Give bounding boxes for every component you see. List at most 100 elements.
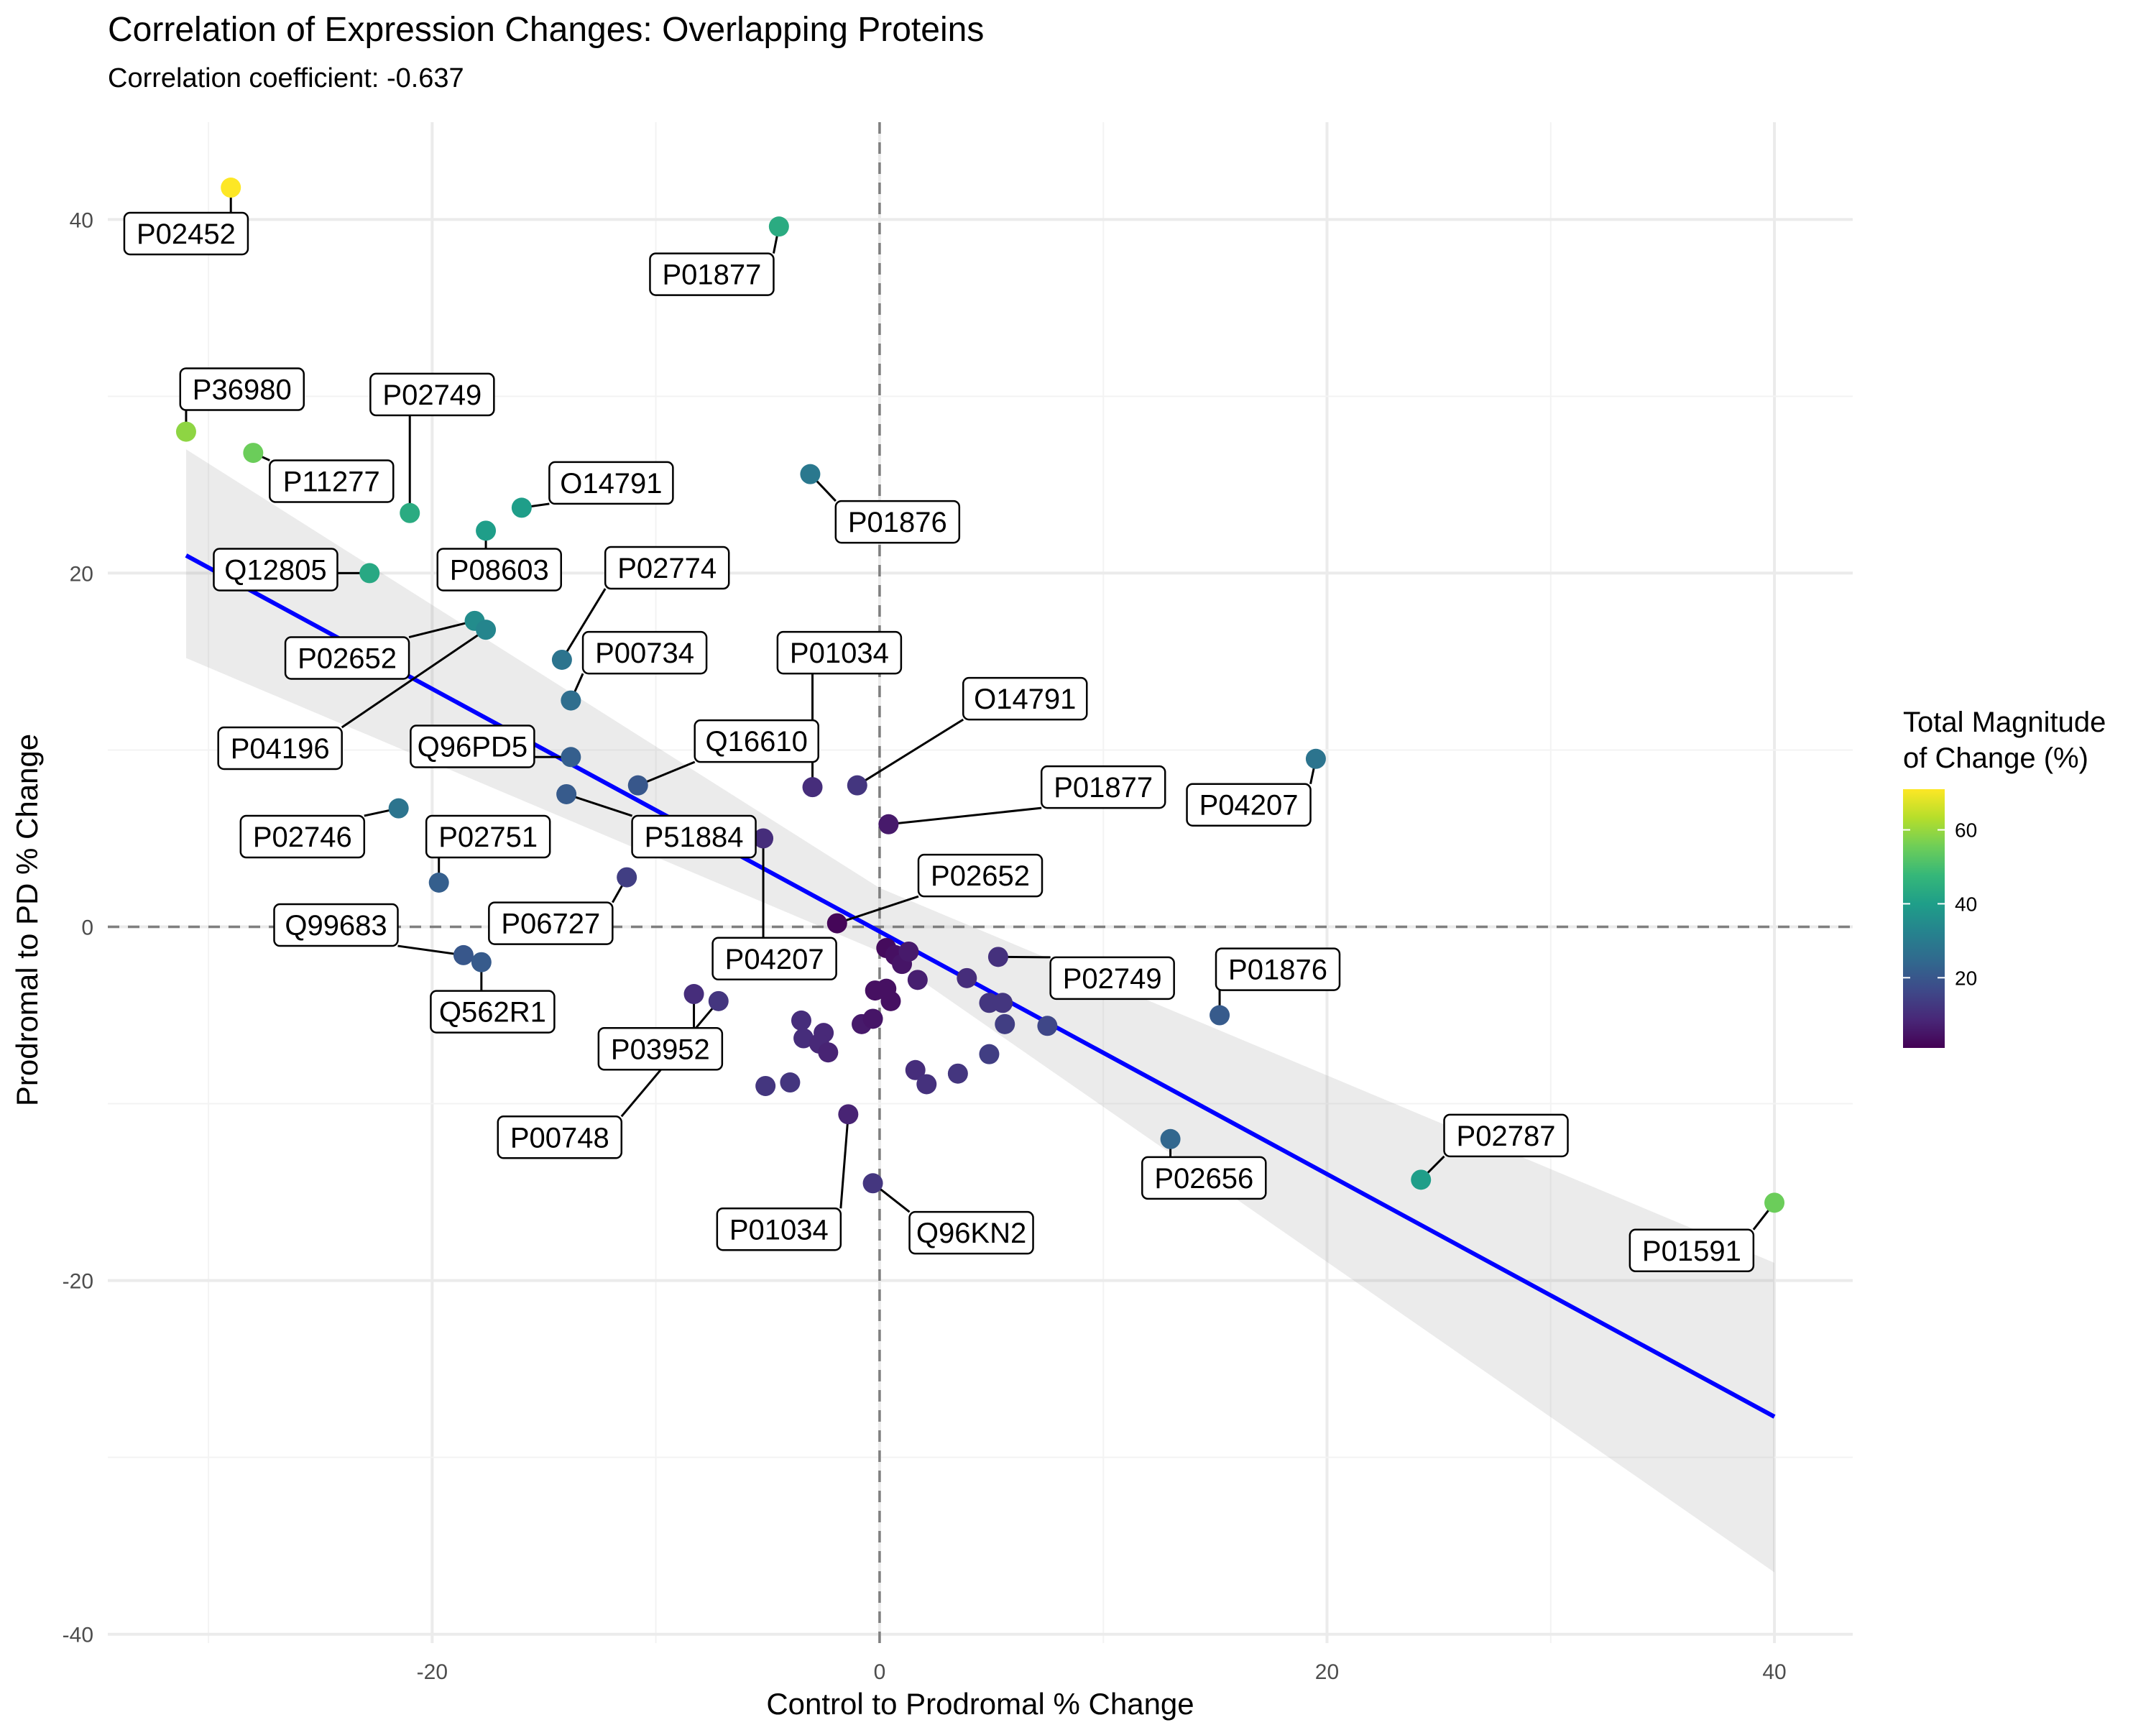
point-label: P01877: [649, 252, 775, 296]
point-label: P02749: [1049, 956, 1175, 1000]
data-point: [768, 216, 789, 237]
point-label-text: P51884: [645, 822, 744, 853]
point-label-text: P01877: [1054, 772, 1153, 804]
point-label-text: P02749: [1063, 963, 1162, 995]
x-axis-label: Control to Prodromal % Change: [766, 1687, 1194, 1721]
point-label: P00748: [497, 1116, 623, 1159]
point-label-text: P04196: [231, 733, 330, 765]
y-tick-label: -20: [63, 1270, 93, 1294]
data-point: [428, 873, 449, 893]
data-point: [755, 1075, 776, 1096]
data-points: [175, 178, 1785, 1213]
point-label: P02652: [917, 853, 1044, 898]
point-label-box: [716, 1208, 842, 1251]
data-point: [878, 814, 899, 834]
color-legend: 20 40 60: [1903, 789, 1977, 1048]
point-label-text: P02452: [137, 218, 236, 250]
y-tick-label: 40: [70, 208, 93, 232]
point-label-text: Q99683: [285, 910, 387, 942]
point-label: P02749: [369, 372, 495, 417]
data-point: [627, 775, 648, 796]
point-label-box: [436, 548, 562, 592]
point-label: P01034: [716, 1208, 842, 1251]
data-point: [551, 649, 572, 670]
point-label-box: [1040, 765, 1166, 809]
data-point: [708, 990, 729, 1011]
point-label-text: P00734: [595, 638, 694, 669]
point-label: P02656: [1141, 1156, 1267, 1200]
confidence-band: [185, 449, 1775, 1573]
x-tick-label: 40: [1762, 1660, 1786, 1684]
data-point: [511, 497, 532, 518]
data-point: [753, 828, 774, 849]
data-point: [1160, 1128, 1181, 1149]
point-label-text: P01876: [1228, 954, 1327, 986]
point-label: O14791: [962, 676, 1088, 721]
label-connector: [397, 944, 464, 957]
data-point: [905, 1059, 926, 1080]
point-label-box: [284, 636, 410, 680]
data-point: [175, 421, 196, 442]
data-point: [995, 1013, 1015, 1034]
point-label-box: [430, 990, 556, 1034]
data-point: [556, 783, 577, 804]
data-point: [476, 520, 497, 541]
point-label-box: [711, 937, 837, 981]
data-point: [780, 1072, 801, 1093]
data-point: [880, 990, 901, 1011]
legend-tick-label: 60: [1955, 819, 1977, 842]
point-label-box: [410, 724, 535, 768]
label-connector: [637, 760, 696, 787]
point-label-box: [604, 546, 730, 590]
label-connector: [408, 620, 475, 638]
data-point: [847, 775, 867, 796]
data-point: [388, 798, 409, 819]
trend-line: [185, 553, 1776, 1419]
data-point: [957, 967, 977, 988]
point-label-text: P06727: [501, 908, 600, 940]
point-label-text: P01034: [729, 1214, 829, 1246]
data-point: [400, 502, 420, 523]
point-label-text: P02746: [253, 822, 352, 853]
legend-title-line1: Total Magnitude: [1903, 707, 2106, 738]
point-label-box: [425, 814, 551, 859]
data-point: [987, 947, 1008, 967]
point-label-text: P01877: [663, 259, 762, 291]
point-label-text: P11277: [283, 466, 380, 497]
data-point: [243, 443, 264, 464]
data-point: [617, 867, 637, 888]
point-label-text: P04207: [1199, 790, 1299, 822]
data-point: [1037, 1016, 1058, 1036]
label-connector: [341, 628, 487, 729]
point-label: P02751: [425, 814, 551, 859]
point-label-box: [1049, 956, 1175, 1000]
point-label: P03952: [597, 1027, 724, 1071]
point-label-box: [213, 548, 338, 592]
point-label-box: [917, 853, 1044, 898]
point-label: P06727: [488, 901, 614, 945]
point-label-box: [631, 814, 757, 859]
point-label-box: [1186, 783, 1312, 827]
point-label-box: [217, 726, 343, 770]
point-label: P04207: [711, 937, 837, 981]
legend-tick-label: 20: [1955, 967, 1977, 989]
axes: Control to Prodromal % Change Prodromal …: [10, 208, 1787, 1721]
point-label: P02746: [239, 814, 366, 859]
data-point: [793, 1028, 814, 1049]
point-label-text: P00748: [510, 1122, 609, 1154]
data-point: [907, 970, 928, 990]
data-point: [979, 1044, 1000, 1064]
label-connector: [561, 588, 607, 661]
point-label-text: Q12805: [224, 554, 326, 586]
point-label: Q96PD5: [410, 724, 535, 768]
x-tick-label: 0: [874, 1660, 886, 1684]
point-label-box: [597, 1027, 724, 1071]
data-point: [683, 984, 704, 1005]
point-label-text: Q16610: [706, 726, 808, 758]
point-label-box: [1215, 947, 1341, 991]
point-label-box: [776, 630, 903, 675]
point-label-text: Q96PD5: [418, 732, 528, 763]
data-point: [476, 620, 497, 640]
point-label-box: [581, 630, 708, 675]
data-point: [818, 1042, 839, 1063]
